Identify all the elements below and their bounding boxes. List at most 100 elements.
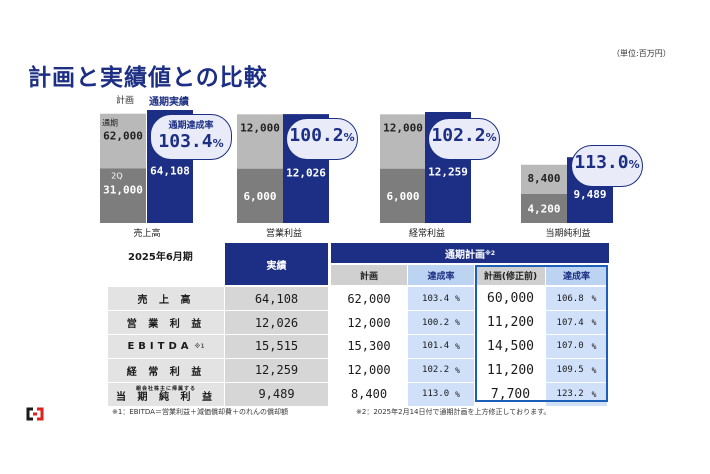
revised-plan-value-text: 7,700	[490, 386, 531, 402]
revised-plan-value: 11,200	[476, 310, 545, 335]
actual-label: 9,489	[573, 188, 606, 201]
actual-value: 9,489	[225, 382, 328, 406]
row-label: 売 上 高	[108, 287, 224, 311]
revised-plan-value-text: 11,200	[487, 362, 534, 378]
pct-sign: %	[591, 341, 597, 351]
rate-value: 100.2%	[408, 310, 474, 335]
header-revised: 計画(修正前)	[476, 265, 545, 285]
actual-label: 12,259	[428, 166, 468, 179]
rate-value: 113.0%	[408, 382, 474, 406]
revised-plan-value: 14,500	[476, 334, 545, 359]
bar-chart: 通期 62,000 2Q 31,000 64,108 売上高 12,000 6,000 12,0…	[100, 110, 643, 239]
plan-2q-bar	[380, 168, 426, 223]
plan-annual-label: 8,400	[527, 172, 560, 185]
rate-value-text: 100.2	[422, 317, 450, 328]
revised-rate-value-text: 123.2	[556, 389, 584, 400]
plan-value: 12,000	[331, 358, 407, 382]
actual-value-text: 9,489	[258, 387, 295, 402]
footnote-plan-revision: ※2：2025年2月14日付で通期計画を上方修正しております。	[356, 408, 551, 416]
plan-annual-label: 62,000	[103, 130, 143, 143]
plan-annual-label: 12,000	[240, 121, 280, 134]
revised-plan-value: 7,700	[476, 382, 545, 406]
pct-sign: %	[455, 365, 460, 375]
row-label: 親会社株主に帰属する当 期 純 利 益	[108, 382, 224, 406]
pct-sign: %	[591, 294, 597, 304]
row-label: 営 業 利 益	[108, 310, 224, 335]
revised-rate-value: 123.2%	[546, 382, 607, 406]
header-plan-group-note: ※2	[484, 249, 495, 257]
company-logo-icon	[26, 407, 44, 421]
actual-value: 15,515	[225, 334, 328, 359]
row-label-text: 当 期 純 利 益	[116, 391, 216, 403]
stack-label-annual: 通期	[102, 118, 118, 128]
pct-sign: %	[591, 389, 597, 399]
revised-rate-value-text: 107.4	[556, 317, 584, 328]
stack-label-2q: 2Q	[111, 171, 122, 180]
plan-value: 62,000	[331, 287, 407, 311]
rate-value-text: 103.4	[422, 293, 450, 304]
row-label-text: 営 業 利 益	[126, 319, 206, 331]
revised-rate-value-text: 106.8	[556, 293, 584, 304]
revised-rate-value-text: 109.5	[556, 365, 584, 376]
actual-value: 12,026	[225, 310, 328, 335]
plan-value-text: 8,400	[350, 387, 388, 402]
rate-value: 103.4%	[408, 287, 474, 311]
category-label: 経常利益	[409, 227, 445, 239]
row-label: 経 常 利 益	[108, 358, 224, 382]
plan-value: 12,000	[331, 310, 407, 335]
legend-plan: 計画	[116, 96, 135, 106]
plan-annual-bar	[380, 114, 426, 169]
bubble-label: 通期達成率	[168, 121, 214, 131]
achievement-bubble: 113.0%	[571, 145, 643, 187]
header-plan: 計画	[331, 265, 407, 285]
actual-label: 64,108	[150, 165, 190, 178]
plan-value-text: 12,000	[347, 363, 391, 378]
actual-value-text: 64,108	[254, 291, 299, 306]
row-label-note: 親会社株主に帰属する	[135, 385, 196, 392]
actual-value: 64,108	[225, 287, 328, 311]
revised-plan-value-text: 60,000	[487, 291, 534, 307]
pct-sign: %	[591, 318, 597, 328]
plan-2q-bar	[100, 168, 146, 223]
achievement-bubble: 100.2%	[286, 118, 358, 160]
row-label-text: 売 上 高	[137, 295, 195, 307]
header-actual: 実績	[225, 243, 328, 285]
plan-2q-label: 6,000	[243, 190, 276, 203]
plan-value: 8,400	[331, 382, 407, 406]
pct-sign: %	[591, 365, 597, 375]
plan-annual-label: 12,000	[383, 121, 423, 134]
actual-value: 12,259	[225, 358, 328, 382]
pct-sign: %	[455, 318, 460, 328]
row-label-text: EBITDA	[127, 340, 193, 352]
comparison-table: 2025年6月期 実績 通期計画 ※2 計画 達成率 計画(修正前) 達成率 売 …	[108, 243, 609, 406]
plan-2q-bar	[521, 193, 567, 223]
plan-value: 15,300	[331, 334, 407, 359]
header-plan-group: 通期計画 ※2	[331, 243, 609, 263]
plan-annual-bar	[237, 114, 283, 169]
unit-label: （単位:百万円）	[612, 49, 671, 58]
actual-value-text: 12,259	[254, 363, 299, 378]
revised-rate-value-text: 107.0	[556, 341, 584, 352]
plan-value-text: 12,000	[347, 315, 391, 330]
header-plan-group-text: 通期計画	[444, 249, 485, 261]
revised-rate-value: 107.4%	[546, 310, 607, 335]
bubble-rate-value: 100.2	[289, 125, 344, 146]
row-label: EBITDA ※1	[108, 334, 224, 359]
revised-plan-value-text: 11,200	[487, 315, 534, 331]
bubble-rate-value: 102.2	[431, 125, 486, 146]
revised-plan-value: 60,000	[476, 287, 545, 311]
bubble-pct-sign: %	[628, 158, 640, 171]
rate-value: 101.4%	[408, 334, 474, 359]
pct-sign: %	[455, 389, 460, 399]
revised-rate-value: 107.0%	[546, 334, 607, 359]
rate-value-text: 113.0	[422, 389, 450, 400]
rate-value: 102.2%	[408, 358, 474, 382]
achievement-bubble: 102.2%	[428, 118, 500, 160]
rate-value-text: 101.4	[422, 341, 450, 352]
rate-value-text: 102.2	[422, 365, 450, 376]
row-label-text: 経 常 利 益	[126, 366, 206, 378]
plan-2q-label: 6,000	[386, 190, 419, 203]
revised-rate-value: 106.8%	[546, 287, 607, 311]
plan-2q-label: 31,000	[103, 183, 143, 196]
table-period: 2025年6月期	[128, 252, 193, 263]
